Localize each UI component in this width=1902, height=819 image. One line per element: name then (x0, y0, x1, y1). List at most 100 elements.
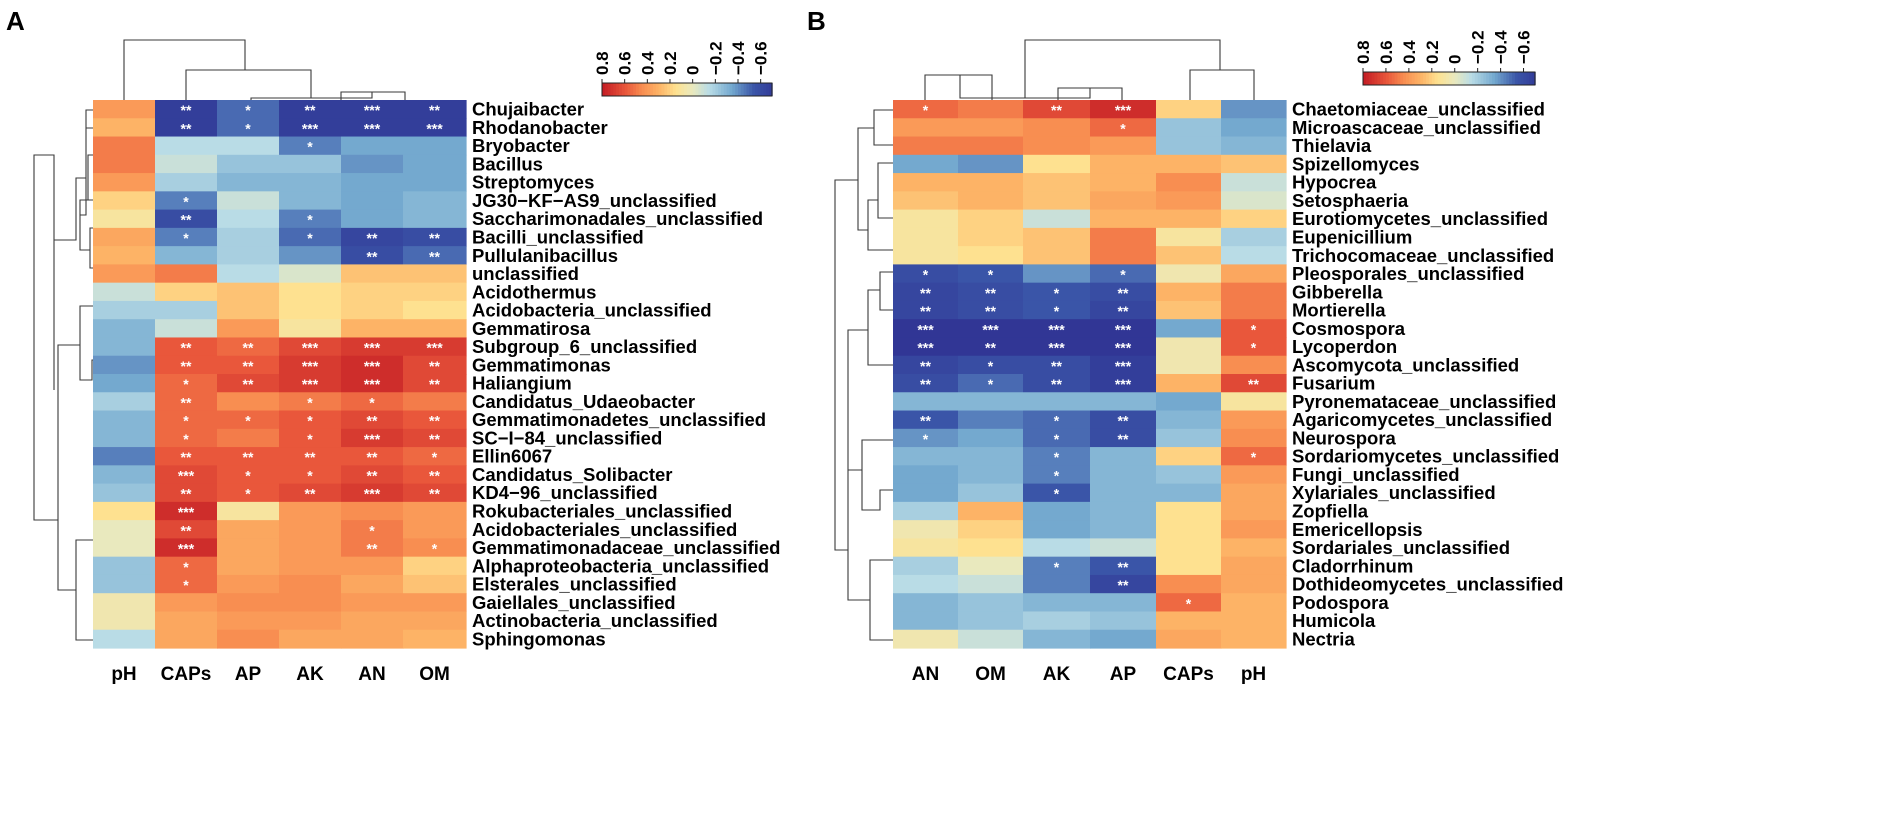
heatmap-cell (341, 410, 404, 430)
legend-tick-label: −0.6 (1515, 30, 1534, 64)
heatmap-cell (1023, 501, 1091, 521)
heatmap-cell (403, 629, 467, 649)
legend-tick-label: −0.4 (729, 41, 748, 75)
significance-mark: ** (1118, 431, 1129, 447)
heatmap-cell (403, 520, 467, 539)
legend-swatch (760, 83, 765, 96)
heatmap-cell (341, 374, 404, 393)
significance-mark: * (923, 431, 929, 447)
heatmap-cell (1221, 611, 1287, 631)
heatmap-cell (93, 629, 156, 649)
legend-swatch (729, 83, 734, 96)
significance-mark: *** (178, 541, 195, 557)
legend-swatch (1529, 72, 1533, 85)
heatmap-cell (217, 465, 280, 485)
significance-mark: * (183, 577, 189, 593)
heatmap-cell (893, 538, 959, 558)
significance-mark: ** (1051, 102, 1062, 118)
heatmap-cell (93, 483, 156, 503)
heatmap-cell (1156, 264, 1222, 284)
heatmap-cell (1023, 136, 1091, 156)
row-label: Rokubacteriales_unclassified (472, 501, 732, 522)
significance-mark: * (307, 230, 313, 246)
heatmap-cell (1023, 337, 1091, 357)
heatmap-cell (1221, 209, 1287, 229)
heatmap-cell (958, 300, 1024, 320)
heatmap-cell (958, 246, 1024, 265)
column-label: AK (1043, 664, 1071, 685)
heatmap-cell (279, 100, 342, 119)
row-label: Actinobacteria_unclassified (472, 610, 718, 631)
legend-swatch (738, 83, 742, 96)
heatmap-cell (958, 574, 1024, 594)
heatmap-cell (279, 191, 342, 211)
row-label: SC−I−84_unclassified (472, 427, 662, 448)
heatmap-cell (1221, 264, 1287, 284)
significance-mark: *** (426, 340, 443, 356)
significance-mark: * (1054, 486, 1060, 502)
legend-swatch (1431, 72, 1436, 85)
legend-swatch (1363, 72, 1367, 85)
legend-swatch (1486, 72, 1490, 85)
significance-mark: * (1054, 431, 1060, 447)
legend-swatch (664, 83, 668, 96)
legend-swatch (1463, 72, 1467, 85)
row-label: Haliangium (472, 373, 572, 394)
heatmap-cell (155, 447, 218, 466)
legend-swatch (1417, 72, 1422, 85)
heatmap-cell (217, 556, 280, 576)
heatmap-cell (1090, 483, 1157, 503)
heatmap-cell (893, 355, 959, 375)
heatmap-cell (279, 227, 342, 247)
heatmap-cell (217, 118, 280, 138)
heatmap-cell (893, 374, 959, 393)
legend-swatch (766, 83, 770, 96)
significance-mark: *** (364, 120, 381, 136)
heatmap-cell (279, 282, 342, 302)
heatmap-cell (341, 300, 404, 320)
panel-b-row-labels: Chaetomiaceae_unclassifiedMicroascaceae_… (1292, 99, 1563, 650)
heatmap-cell (93, 520, 156, 539)
heatmap-cell (958, 136, 1024, 156)
heatmap-cell (958, 264, 1024, 284)
heatmap-cell (1156, 118, 1222, 138)
heatmap-cell (893, 447, 959, 466)
heatmap-cell (1090, 520, 1157, 539)
heatmap-cell (279, 629, 342, 649)
heatmap-cell (1221, 355, 1287, 375)
legend-swatch (650, 83, 654, 96)
heatmap-cell (1156, 556, 1222, 576)
significance-mark: ** (1051, 358, 1062, 374)
heatmap-cell (1023, 173, 1091, 192)
heatmap-cell (1221, 483, 1287, 503)
heatmap-cell (958, 392, 1024, 412)
heatmap-cell (93, 264, 156, 284)
significance-mark: * (183, 431, 189, 447)
heatmap-cell (403, 118, 467, 138)
significance-mark: ** (367, 449, 378, 465)
heatmap-cell (1023, 611, 1091, 631)
row-label: Nectria (1292, 628, 1355, 649)
significance-mark: * (1054, 303, 1060, 319)
legend-swatch (1469, 72, 1473, 85)
significance-mark: ** (243, 340, 254, 356)
legend-tick-label: 0.2 (661, 51, 680, 75)
legend-tick-label: 0.4 (638, 51, 657, 75)
heatmap-cell (1090, 574, 1157, 594)
significance-mark: ** (1248, 376, 1259, 392)
legend-swatch (1420, 72, 1424, 85)
legend-swatch (695, 83, 700, 96)
heatmap-cell (1221, 501, 1287, 521)
heatmap-cell (958, 319, 1024, 339)
panel-a-legend: 0.8 0.6 0.4 0.2 0 −0.2 −0.4 −0.6 (593, 41, 773, 97)
legend-swatch (726, 83, 731, 96)
heatmap-cell (279, 136, 342, 156)
heatmap-cell (217, 593, 280, 613)
heatmap-cell (1221, 173, 1287, 192)
panel-a-row-labels: ChujaibacterRhodanobacterBryobacterBacil… (472, 99, 780, 650)
row-label: Acidobacteriales_unclassified (472, 519, 737, 540)
heatmap-cell (1023, 374, 1091, 393)
legend-swatch (1446, 72, 1450, 85)
heatmap-cell (1023, 246, 1091, 265)
row-label: Saccharimonadales_unclassified (472, 208, 763, 229)
